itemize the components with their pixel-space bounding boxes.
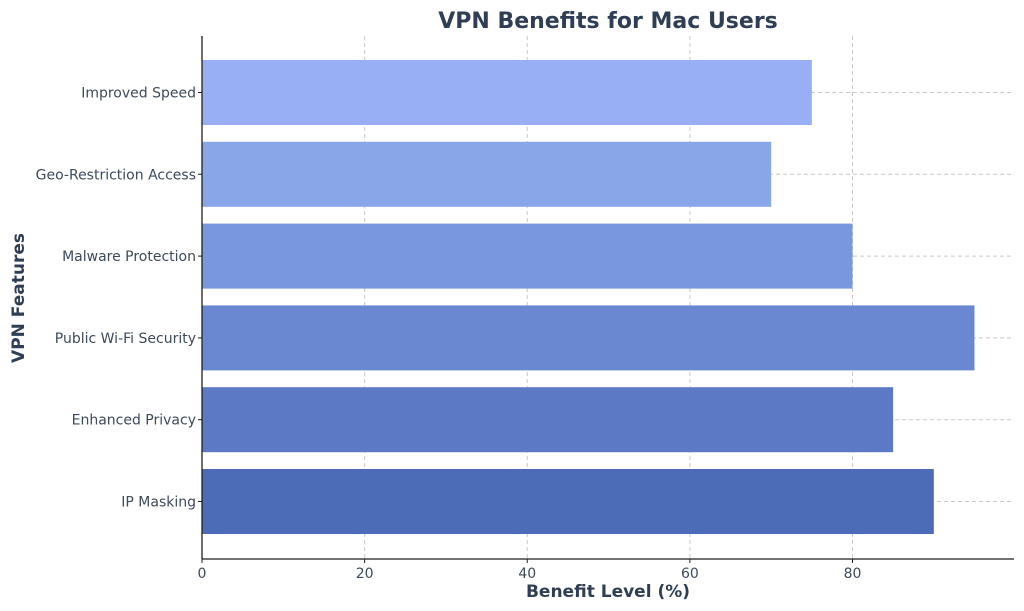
- y-tick-label: Malware Protection: [62, 249, 196, 265]
- x-tick-labels: 0 20 40 60 80: [198, 559, 862, 582]
- y-tick-labels: IP Masking Enhanced Privacy Public Wi-Fi S…: [36, 86, 202, 511]
- bar-enhanced-privacy: [202, 387, 894, 453]
- x-tick-label: 40: [518, 566, 536, 582]
- x-tick-label: 20: [356, 566, 374, 582]
- x-tick-label: 60: [681, 566, 699, 582]
- x-tick-label: 80: [844, 566, 862, 582]
- bars: [202, 60, 975, 534]
- bar-ip-masking: [202, 469, 934, 534]
- chart-title: VPN Benefits for Mac Users: [438, 9, 778, 34]
- y-tick-label: Improved Speed: [81, 86, 196, 102]
- y-axis-label: VPN Features: [9, 233, 29, 363]
- bar-geo-restriction-access: [202, 141, 772, 207]
- y-tick-label: IP Masking: [121, 495, 196, 511]
- x-tick-label: 0: [198, 566, 207, 582]
- bar-improved-speed: [202, 60, 812, 125]
- y-tick-label: Geo-Restriction Access: [36, 167, 196, 183]
- bar-malware-protection: [202, 223, 853, 289]
- x-axis-label: Benefit Level (%): [526, 582, 690, 602]
- y-tick-label: Public Wi-Fi Security: [55, 331, 196, 347]
- bar-public-wi-fi-security: [202, 305, 975, 371]
- y-tick-label: Enhanced Privacy: [72, 413, 196, 429]
- axes: [201, 36, 1014, 560]
